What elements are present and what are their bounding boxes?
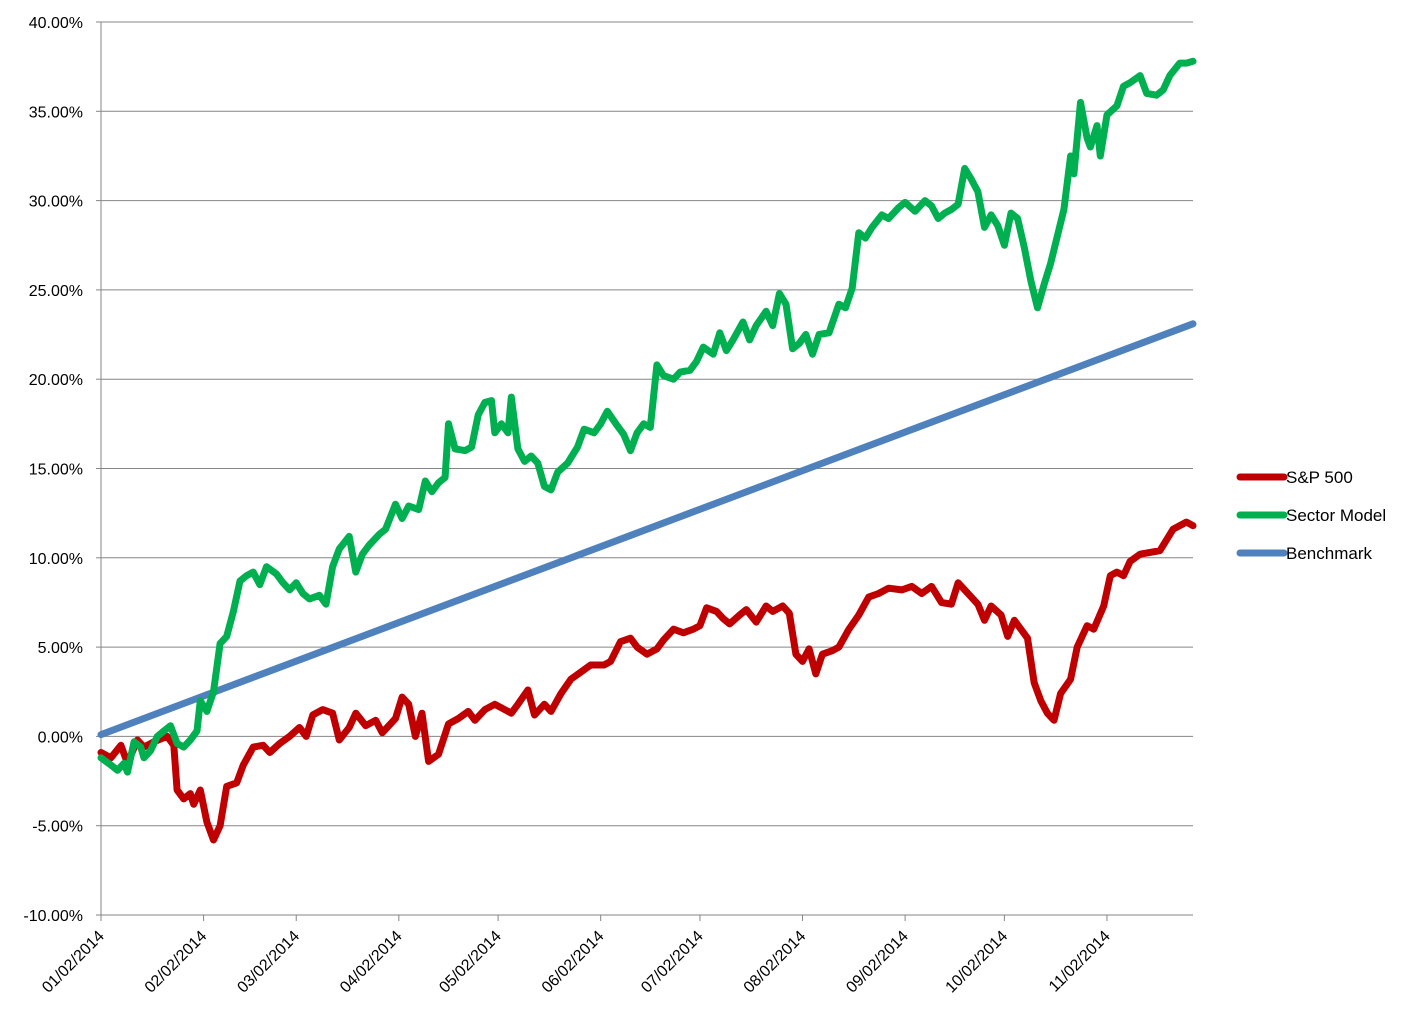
x-tick-label: 04/02/2014 — [337, 928, 406, 997]
legend-label-sector-model: Sector Model — [1286, 506, 1386, 525]
x-tick-label: 05/02/2014 — [436, 928, 505, 997]
y-tick-label: 35.00% — [29, 104, 83, 121]
x-tick-label: 03/02/2014 — [234, 928, 303, 997]
y-tick-label: 40.00% — [29, 15, 83, 32]
x-tick-label: 02/02/2014 — [142, 928, 211, 997]
gridlines — [101, 21, 1193, 827]
y-tick-label: 15.00% — [29, 462, 83, 479]
y-tick-label: 30.00% — [29, 194, 83, 211]
x-tick-label: 08/02/2014 — [741, 928, 810, 997]
x-tick-label: 11/02/2014 — [1046, 928, 1114, 996]
legend: S&P 500 Sector Model Benchmark — [1236, 468, 1386, 563]
x-axis: 01/02/2014 02/02/2014 03/02/2014 04/02/2014… — [39, 21, 1193, 997]
x-tick-label: 01/02/2014 — [39, 928, 108, 997]
legend-label-s-p-500: S&P 500 — [1286, 468, 1353, 487]
series-line-sector-model — [97, 57, 1197, 776]
y-tick-label: -10.00% — [23, 908, 83, 925]
series-lines — [97, 57, 1197, 844]
legend-label-benchmark: Benchmark — [1286, 544, 1372, 563]
y-tick-label: 10.00% — [29, 551, 83, 568]
x-tick-label: 07/02/2014 — [638, 928, 707, 997]
series-line-s-p-500 — [97, 518, 1197, 844]
x-tick-label: 10/02/2014 — [943, 928, 1012, 997]
y-tick-label: 20.00% — [29, 372, 83, 389]
y-tick-label: -5.00% — [32, 819, 83, 836]
x-tick-label: 09/02/2014 — [843, 928, 912, 997]
y-tick-label: 5.00% — [38, 640, 83, 657]
x-tick-label: 06/02/2014 — [539, 928, 608, 997]
y-tick-label: 0.00% — [38, 729, 83, 746]
y-axis-tick-labels: 40.00% 35.00% 30.00% 25.00% 20.00% 15.00% 10.0… — [23, 15, 83, 925]
y-tick-label: 25.00% — [29, 283, 83, 300]
series-line-benchmark — [97, 320, 1197, 739]
